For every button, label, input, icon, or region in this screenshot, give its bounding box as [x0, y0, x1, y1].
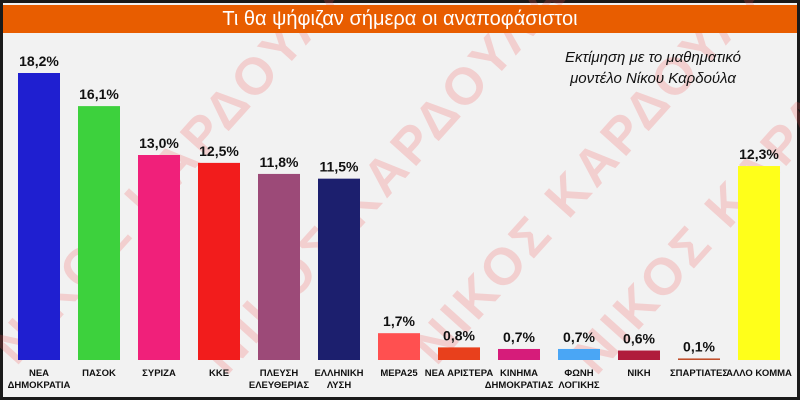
subtitle-line: μοντέλο Νίκου Καρδούλα — [570, 70, 736, 87]
data-label: 12,3% — [739, 146, 779, 162]
category-label: ΦΩΝΗ — [564, 368, 593, 379]
bar — [378, 333, 420, 360]
data-label: 0,8% — [443, 327, 475, 343]
category-label: ΜΕΡΑ25 — [380, 368, 418, 379]
category-label: ΚΙΝΗΜΑ — [500, 368, 538, 379]
data-label: 0,7% — [563, 329, 595, 345]
category-label: ΑΛΛΟ ΚΟΜΜΑ — [726, 368, 792, 379]
category-label: ΕΛΛΗΝΙΚΗ — [314, 368, 363, 379]
subtitle-line: Εκτίμηση με το μαθηματικό — [564, 49, 742, 66]
bar — [138, 155, 180, 360]
category-label: ΔΗΜΟΚΡΑΤΙΑΣ — [485, 380, 554, 391]
category-label: ΠΛΕΥΣΗ — [260, 368, 299, 379]
data-label: 0,7% — [503, 329, 535, 345]
bar — [558, 348, 600, 360]
category-label: ΝΙΚΗ — [627, 368, 650, 379]
data-label: 16,1% — [79, 86, 119, 102]
category-label: ΣΠΑΡΤΙΑΤΕΣ — [670, 368, 728, 379]
data-label: 11,5% — [320, 159, 359, 175]
data-label: 11,8% — [260, 154, 299, 170]
category-label: ΠΑΣΟΚ — [82, 368, 116, 379]
bar — [678, 358, 720, 360]
data-label: 13,0% — [139, 135, 179, 151]
category-label: ΔΗΜΟΚΡΑΤΙΑ — [8, 380, 71, 391]
chart-title: Τι θα ψήφιζαν σήμερα οι αναποφάσιστοι — [3, 5, 797, 33]
bar — [258, 173, 300, 360]
category-label: ΚΚΕ — [209, 368, 229, 379]
category-label: ΣΥΡΙΖΑ — [142, 368, 176, 379]
data-label: 0,6% — [623, 331, 655, 347]
data-label: 12,5% — [199, 143, 239, 159]
data-label: 1,7% — [383, 313, 415, 329]
chart-subtitle: Εκτίμηση με το μαθηματικό μοντέλο Νίκου … — [523, 47, 783, 89]
category-label: ΛΟΓΙΚΗΣ — [558, 380, 600, 391]
data-label: 0,1% — [683, 338, 715, 354]
bar — [78, 106, 120, 360]
data-label: 18,2% — [19, 53, 59, 69]
category-label: ΛΥΣΗ — [327, 380, 352, 391]
bar — [498, 348, 540, 360]
bar — [318, 178, 360, 360]
category-label: ΝΕΑ ΑΡΙΣΤΕΡΑ — [425, 368, 494, 379]
bar — [438, 347, 480, 360]
bar — [198, 162, 240, 360]
bar — [18, 73, 60, 360]
category-label: ΝΕΑ — [29, 368, 49, 379]
bar — [738, 166, 780, 360]
bar — [618, 350, 660, 360]
category-label: ΕΛΕΥΘΕΡΙΑΣ — [249, 380, 310, 391]
